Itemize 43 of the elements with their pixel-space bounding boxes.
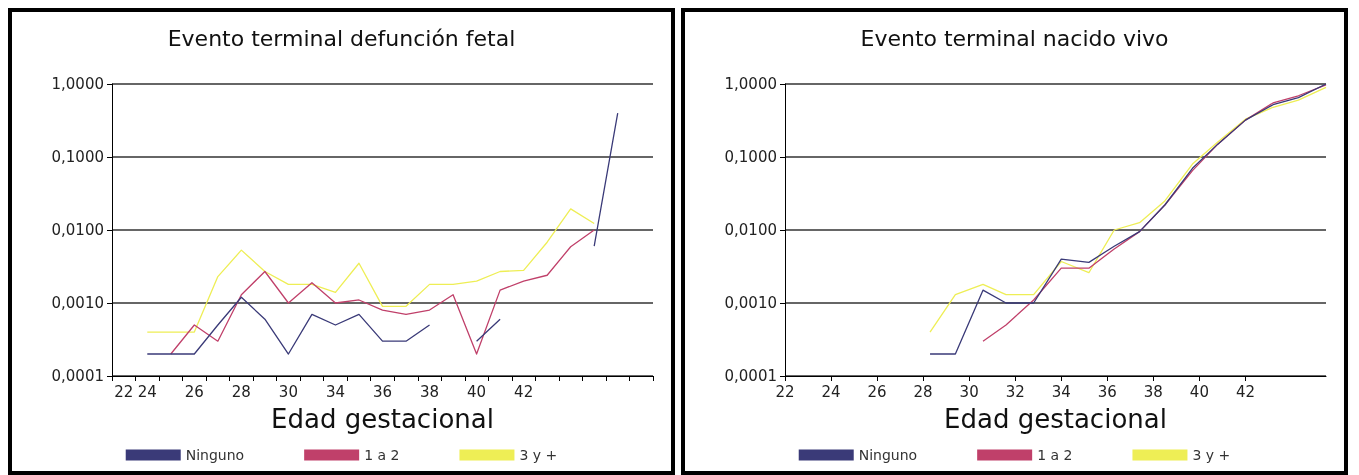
legend-label: Ninguno <box>858 447 918 463</box>
x-tick-label: 30 <box>959 382 979 401</box>
x-axis-title: Edad gestacional <box>944 404 1167 434</box>
y-tick-label: 1,0000 <box>51 75 104 93</box>
x-tick-label: 22 <box>775 382 795 401</box>
chart-title: Evento terminal nacido vivo <box>860 25 1169 51</box>
x-tick-label: 24 <box>821 382 841 401</box>
x-tick-label: 42 <box>514 382 534 401</box>
x-tick-label: 22 <box>114 382 134 401</box>
x-tick-label: 28 <box>231 382 251 401</box>
x-tick-label: 32 <box>1005 382 1025 401</box>
line-series <box>170 229 595 355</box>
x-tick-label: 36 <box>372 382 393 401</box>
legend-label: 3 y + <box>1192 447 1231 463</box>
legend-label: 3 y + <box>519 447 558 463</box>
y-tick-label: 0,0100 <box>724 221 777 239</box>
x-tick-label: 38 <box>1143 382 1163 401</box>
legend-label: Ninguno <box>185 447 245 463</box>
y-tick-label: 0,0001 <box>51 367 104 385</box>
x-tick-label: 40 <box>1189 382 1209 401</box>
y-tick-label: 1,0000 <box>724 75 777 93</box>
x-tick-label: 30 <box>278 382 298 401</box>
y-tick-label: 0,1000 <box>51 148 104 166</box>
x-tick-label: 24 <box>137 382 157 401</box>
y-tick-label: 0,0010 <box>51 294 104 312</box>
y-tick-label: 0,0100 <box>51 221 104 239</box>
x-tick-label: 40 <box>467 382 487 401</box>
line-series <box>146 208 595 333</box>
x-axis-title: Edad gestacional <box>271 404 494 434</box>
y-tick-label: 0,0010 <box>724 294 777 312</box>
x-tick-label: 34 <box>1051 382 1071 401</box>
x-tick-label: 42 <box>1235 382 1255 401</box>
x-tick-label: 26 <box>184 382 204 401</box>
chart-title: Evento terminal defunción fetal <box>167 25 516 51</box>
legend-label: 1 a 2 <box>1037 447 1073 463</box>
x-tick-label: 26 <box>867 382 887 401</box>
x-tick-label: 34 <box>325 382 345 401</box>
x-tick-label: 36 <box>1097 382 1117 401</box>
legend-label: 1 a 2 <box>364 447 400 463</box>
y-tick-label: 0,0001 <box>724 367 777 385</box>
x-tick-label: 38 <box>420 382 440 401</box>
x-tick-label: 28 <box>913 382 933 401</box>
y-tick-label: 0,1000 <box>724 148 777 166</box>
